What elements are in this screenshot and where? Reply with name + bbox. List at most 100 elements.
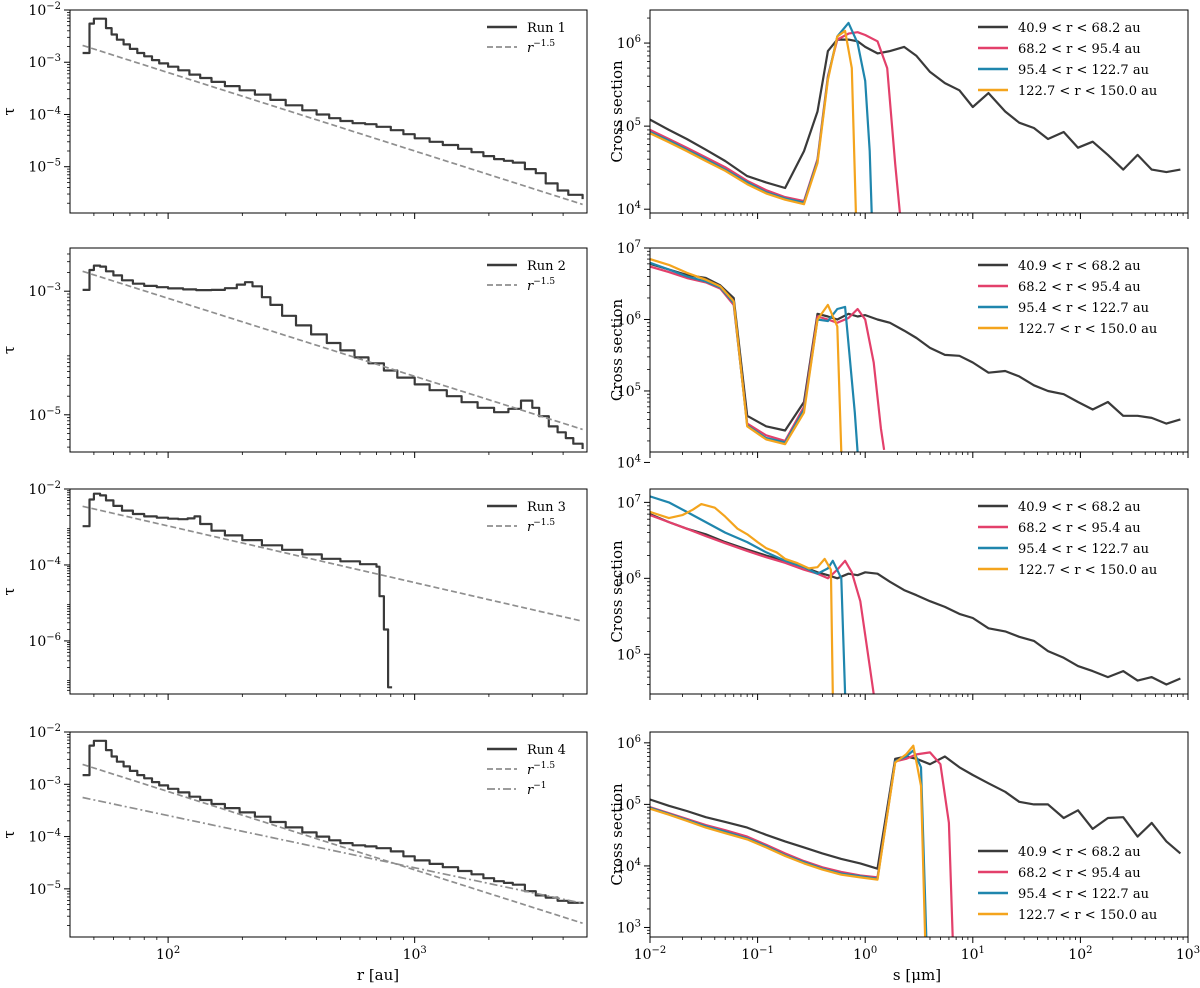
legend-label: 122.7 < r < 150.0 au: [1018, 84, 1157, 99]
y-tick-label: 104: [617, 453, 641, 471]
y-tick-label: 106: [617, 734, 641, 752]
y-tick-label: 10−4: [28, 556, 61, 574]
axes-frame: [649, 247, 1189, 453]
legend-label: r−1.5: [527, 39, 555, 56]
y-axis-label: Cross section: [608, 298, 626, 401]
chart-panel-6: 105 106 107 Cross section 40.9 < r < 68.2 au…: [608, 488, 1189, 700]
x-tick-label: 10−1: [741, 945, 774, 963]
axes-frame: [649, 731, 1189, 938]
series-line-1: [82, 17, 584, 200]
x-tick-label: 102: [156, 945, 180, 963]
series-layer: [650, 258, 1181, 452]
y-tick-label: 10−2: [28, 480, 61, 498]
legend-label: 122.7 < r < 150.0 au: [1018, 908, 1157, 923]
legend-label: 95.4 < r < 122.7 au: [1018, 301, 1149, 316]
series-layer: [82, 492, 583, 689]
axes-frame: [649, 9, 1189, 214]
y-tick-label: 10−5: [28, 880, 61, 898]
chart-panel-7: 102 103 10−5 10−4 10−3 10−2 τ Run 4 r−1.5 r−1: [0, 723, 588, 963]
x-tick-label: 101: [961, 945, 985, 963]
series-line-4: [650, 503, 834, 694]
legend-label: r−1.5: [527, 761, 555, 778]
series-line-1: [82, 739, 584, 904]
legend: Run 1 r−1.5: [487, 21, 566, 56]
axes-frame: [69, 9, 588, 214]
series-line-3: [650, 495, 847, 694]
legend: 40.9 < r < 68.2 au 68.2 < r < 95.4 au 95.4…: [978, 259, 1157, 337]
y-axis-label: τ: [0, 587, 18, 595]
y-tick-label: 10−4: [28, 105, 61, 123]
y-tick-label: 10−4: [28, 828, 61, 846]
series-line-1: [650, 513, 1181, 686]
chart-panel-2: 104 105 106 Cross section 40.9 < r < 68.2 au…: [608, 9, 1189, 219]
y-tick-label: 10−5: [28, 158, 61, 176]
axes-frame: [69, 488, 588, 695]
minor-ticks: [67, 11, 564, 216]
y-axis-label: τ: [0, 346, 18, 354]
series-line-1: [82, 492, 393, 689]
series-line-3: [650, 261, 859, 452]
x-tick-label: 103: [1176, 945, 1200, 963]
figure-labels: r [au] s [μm]: [357, 966, 941, 984]
y-tick-label: 103: [617, 918, 641, 936]
series-line-2: [82, 763, 583, 925]
x-tick-label: 10−2: [634, 945, 667, 963]
series-line-3: [650, 21, 873, 213]
y-axis-label: τ: [0, 107, 18, 115]
y-axis-label: Cross section: [608, 783, 626, 886]
legend-label: 40.9 < r < 68.2 au: [1018, 21, 1141, 36]
series-layer: [82, 17, 584, 206]
left-x-axis-label: r [au]: [357, 966, 399, 984]
legend-label: Run 2: [527, 259, 566, 274]
x-tick-label: 102: [1068, 945, 1092, 963]
legend-label: 122.7 < r < 150.0 au: [1018, 563, 1157, 578]
series-line-1: [650, 38, 1181, 190]
legend-label: 122.7 < r < 150.0 au: [1018, 322, 1157, 337]
legend: 40.9 < r < 68.2 au 68.2 < r < 95.4 au 95.4…: [978, 21, 1157, 99]
x-tick-label: 100: [853, 945, 877, 963]
legend-label: Run 4: [527, 743, 566, 758]
series-layer: [82, 264, 584, 449]
y-tick-label: 10−3: [28, 775, 61, 793]
axes-frame: [649, 488, 1189, 695]
series-line-3: [82, 796, 583, 905]
series-layer: [650, 21, 1181, 213]
chart-panel-5: 10−6 10−4 10−2 τ Run 3 r−1.5: [0, 480, 588, 700]
y-tick-label: 10−5: [28, 406, 61, 424]
y-axis-label: τ: [0, 830, 18, 838]
y-tick-label: 105: [617, 117, 641, 135]
minor-ticks: [67, 733, 564, 940]
legend-label: 68.2 < r < 95.4 au: [1018, 866, 1141, 881]
chart-panel-8: 10−2 10−1 100 101 102 103 103 104 105 106 Cross se…: [608, 731, 1200, 963]
y-tick-label: 104: [617, 857, 641, 875]
legend: 40.9 < r < 68.2 au 68.2 < r < 95.4 au 95.4…: [978, 845, 1157, 923]
y-tick-label: 104: [617, 200, 641, 218]
y-axis-label: Cross section: [608, 540, 626, 643]
y-tick-label: 105: [617, 645, 641, 663]
legend-label: r−1.5: [527, 518, 555, 535]
series-line-4: [650, 744, 927, 937]
series-line-2: [82, 44, 583, 206]
y-tick-label: 106: [617, 569, 641, 587]
y-tick-label: 10−2: [28, 723, 61, 741]
series-line-2: [650, 514, 875, 694]
legend: Run 4 r−1.5 r−1: [487, 743, 566, 798]
minor-ticks: [67, 490, 564, 697]
right-x-axis-label: s [μm]: [893, 966, 941, 984]
y-tick-label: 106: [617, 34, 641, 52]
y-tick-label: 10−3: [28, 53, 61, 71]
legend-label: 95.4 < r < 122.7 au: [1018, 542, 1149, 557]
y-tick-label: 105: [617, 795, 641, 813]
series-layer: [82, 739, 584, 925]
series-line-4: [650, 29, 857, 213]
y-tick-label: 10−3: [28, 282, 61, 300]
y-axis-label: Cross section: [608, 60, 626, 163]
y-tick-label: 106: [617, 310, 641, 328]
legend-label: 95.4 < r < 122.7 au: [1018, 887, 1149, 902]
chart-panel-3: 10−5 10−3 τ Run 2 r−1.5: [0, 247, 588, 458]
series-layer: [650, 495, 1181, 694]
series-layer: [650, 744, 1182, 937]
y-tick-label: 107: [617, 239, 641, 257]
legend-label: Run 3: [527, 500, 566, 515]
